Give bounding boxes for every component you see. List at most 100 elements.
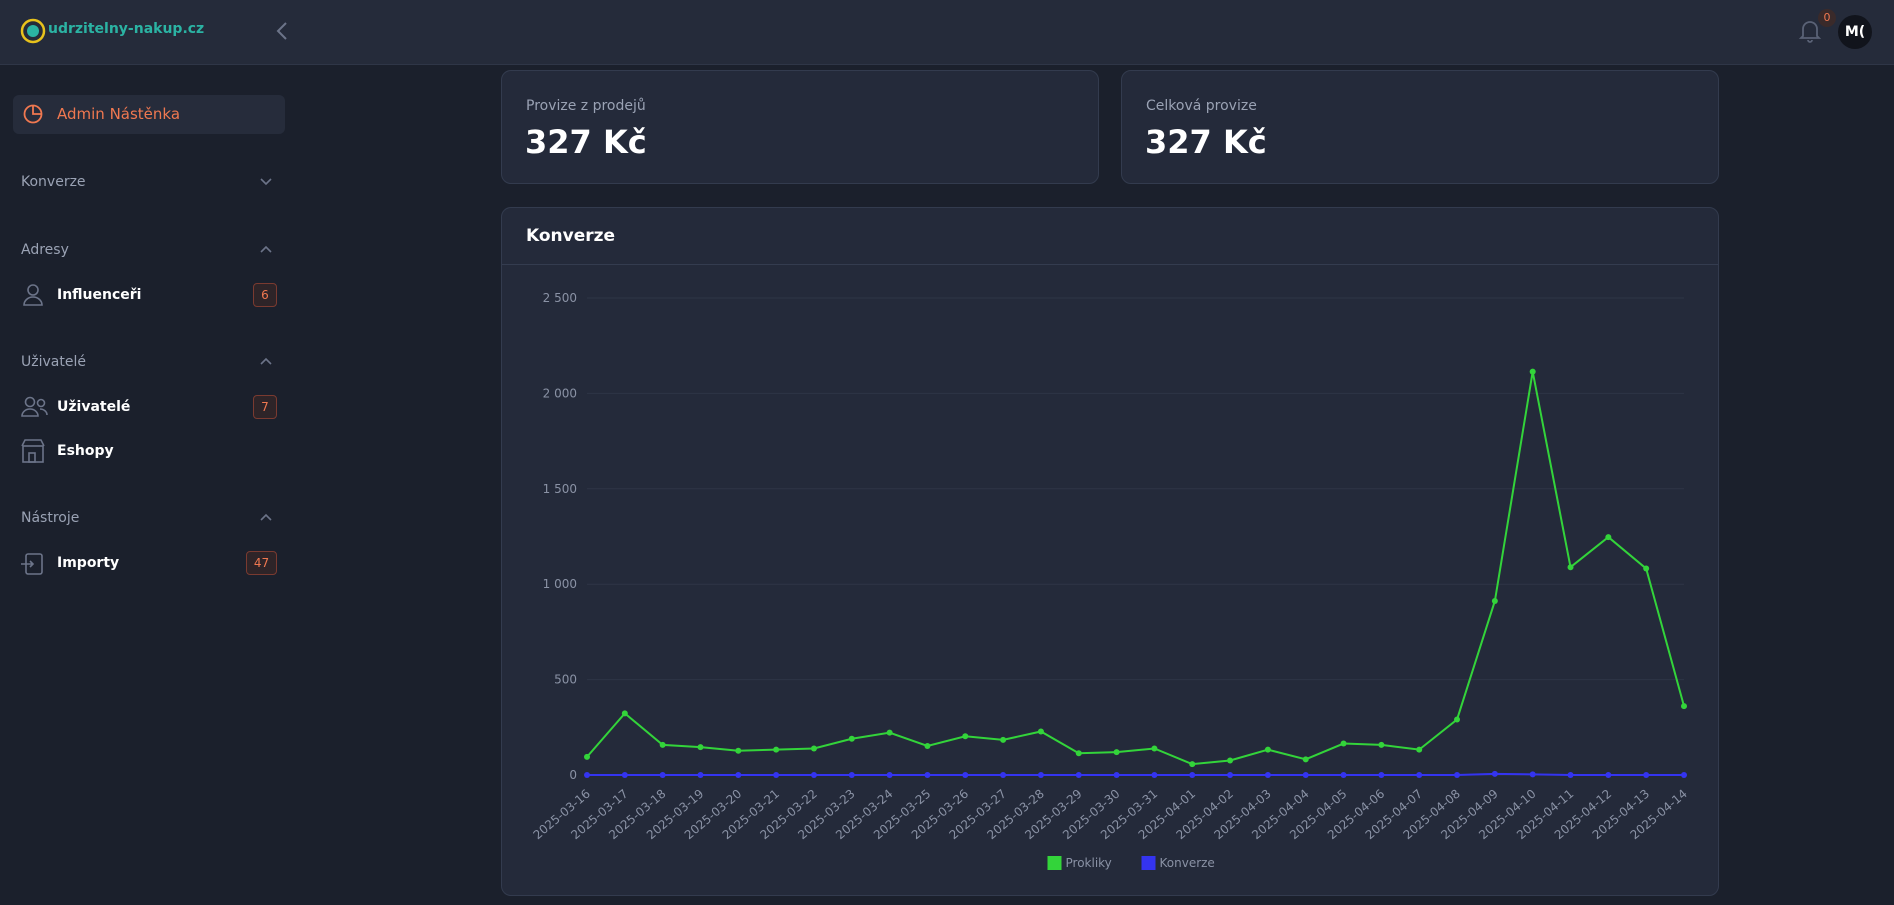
y-tick-label: 500 — [554, 673, 577, 687]
stat-label: Celková provize — [1146, 98, 1257, 114]
legend-label: Konverze — [1160, 856, 1215, 870]
logo[interactable]: udrzitelny-nakup.cz — [48, 21, 205, 37]
legend-label: Prokliky — [1066, 856, 1112, 870]
data-point — [1454, 772, 1461, 778]
data-point — [1227, 772, 1234, 778]
y-tick-label: 2 500 — [543, 291, 577, 305]
nav-section[interactable]: Nástroje — [21, 510, 80, 526]
user-avatar[interactable]: M( — [1838, 15, 1872, 49]
divider — [502, 264, 1718, 265]
data-point — [1264, 746, 1271, 753]
data-point — [848, 772, 855, 778]
nav-item[interactable]: Eshopy — [57, 443, 114, 459]
data-point — [659, 772, 666, 778]
data-point — [697, 744, 704, 751]
data-point — [1340, 740, 1347, 747]
data-point — [886, 772, 893, 778]
series-line — [587, 772, 1684, 776]
data-point — [1378, 772, 1385, 778]
data-point — [1643, 565, 1650, 572]
notification-count: 0 — [1818, 9, 1836, 27]
nav-item[interactable]: Importy — [57, 555, 120, 571]
data-point — [584, 753, 590, 760]
data-point — [773, 746, 780, 753]
data-point — [773, 772, 780, 778]
collapse-button[interactable] — [272, 20, 292, 42]
data-point — [1378, 741, 1385, 748]
nav-badge: 7 — [253, 395, 277, 419]
stat-value: 327 Kč — [525, 123, 647, 161]
data-point — [1529, 771, 1536, 778]
data-point — [697, 772, 704, 778]
data-point — [1037, 772, 1044, 778]
nav-section[interactable]: Konverze — [21, 174, 86, 190]
sidebar-icons — [21, 178, 272, 575]
data-point — [1151, 745, 1158, 752]
data-point — [1416, 746, 1423, 753]
nav-section[interactable]: Adresy — [21, 242, 69, 258]
sidebar — [0, 65, 300, 905]
data-point — [1075, 772, 1082, 778]
data-point — [1227, 757, 1234, 764]
data-point — [1000, 772, 1007, 778]
data-point — [886, 729, 893, 736]
data-point — [924, 772, 931, 778]
data-point — [1000, 736, 1007, 743]
chart-card: Konverze 0 500 1 000 1 500 2 000 2 500 2025-03… — [501, 207, 1719, 896]
data-point — [735, 747, 742, 754]
nav-section[interactable]: Uživatelé — [21, 354, 86, 370]
data-point — [924, 742, 931, 749]
series-line — [586, 371, 1685, 766]
data-point — [1567, 772, 1574, 778]
data-point — [659, 741, 666, 748]
data-point — [1264, 772, 1271, 778]
y-tick-label: 2 000 — [543, 386, 577, 400]
legend-swatch — [1047, 856, 1062, 870]
data-point — [962, 772, 969, 778]
data-point — [1037, 728, 1044, 735]
data-point — [1681, 703, 1687, 710]
y-tick-label: 1 000 — [543, 577, 577, 591]
data-point — [1302, 756, 1309, 763]
data-point — [584, 772, 590, 778]
data-point — [848, 735, 855, 742]
data-point — [962, 733, 969, 740]
y-tick-label: 1 500 — [543, 482, 577, 496]
data-point — [1491, 597, 1498, 604]
dashboard-icon — [23, 104, 43, 124]
notification-bell[interactable] — [1798, 18, 1822, 44]
stat-label: Provize z prodejů — [526, 98, 646, 114]
data-point — [810, 745, 817, 752]
data-point — [1681, 772, 1687, 778]
data-point — [1113, 772, 1120, 778]
stat-card: Provize z prodejů 327 Kč — [501, 70, 1099, 184]
data-point — [1151, 772, 1158, 778]
data-point — [1189, 761, 1196, 768]
data-point — [1491, 770, 1498, 777]
data-point — [1454, 716, 1461, 723]
y-tick-label: 0 — [569, 768, 577, 782]
data-point — [1302, 772, 1309, 778]
data-point — [810, 772, 817, 778]
nav-label[interactable]: Admin Nástěnka — [57, 105, 181, 123]
data-point — [1075, 750, 1082, 757]
data-point — [1340, 772, 1347, 778]
top-bar: udrzitelny-nakup.cz 0 M( — [0, 0, 1894, 65]
data-point — [1567, 564, 1574, 571]
data-point — [621, 710, 628, 717]
data-point — [1643, 772, 1650, 778]
data-point — [1529, 368, 1536, 375]
legend-swatch — [1141, 856, 1156, 870]
data-point — [1605, 534, 1612, 541]
data-point — [1416, 772, 1423, 778]
data-point — [1189, 772, 1196, 778]
data-point — [621, 772, 628, 778]
stat-card: Celková provize 327 Kč — [1121, 70, 1719, 184]
nav-badge: 6 — [253, 283, 277, 307]
nav-badge: 47 — [246, 551, 277, 575]
logo-icon — [20, 18, 46, 44]
nav-item[interactable]: Uživatelé — [57, 399, 131, 415]
nav-item[interactable]: Influenceři — [57, 287, 142, 303]
nav-active[interactable] — [13, 95, 285, 134]
